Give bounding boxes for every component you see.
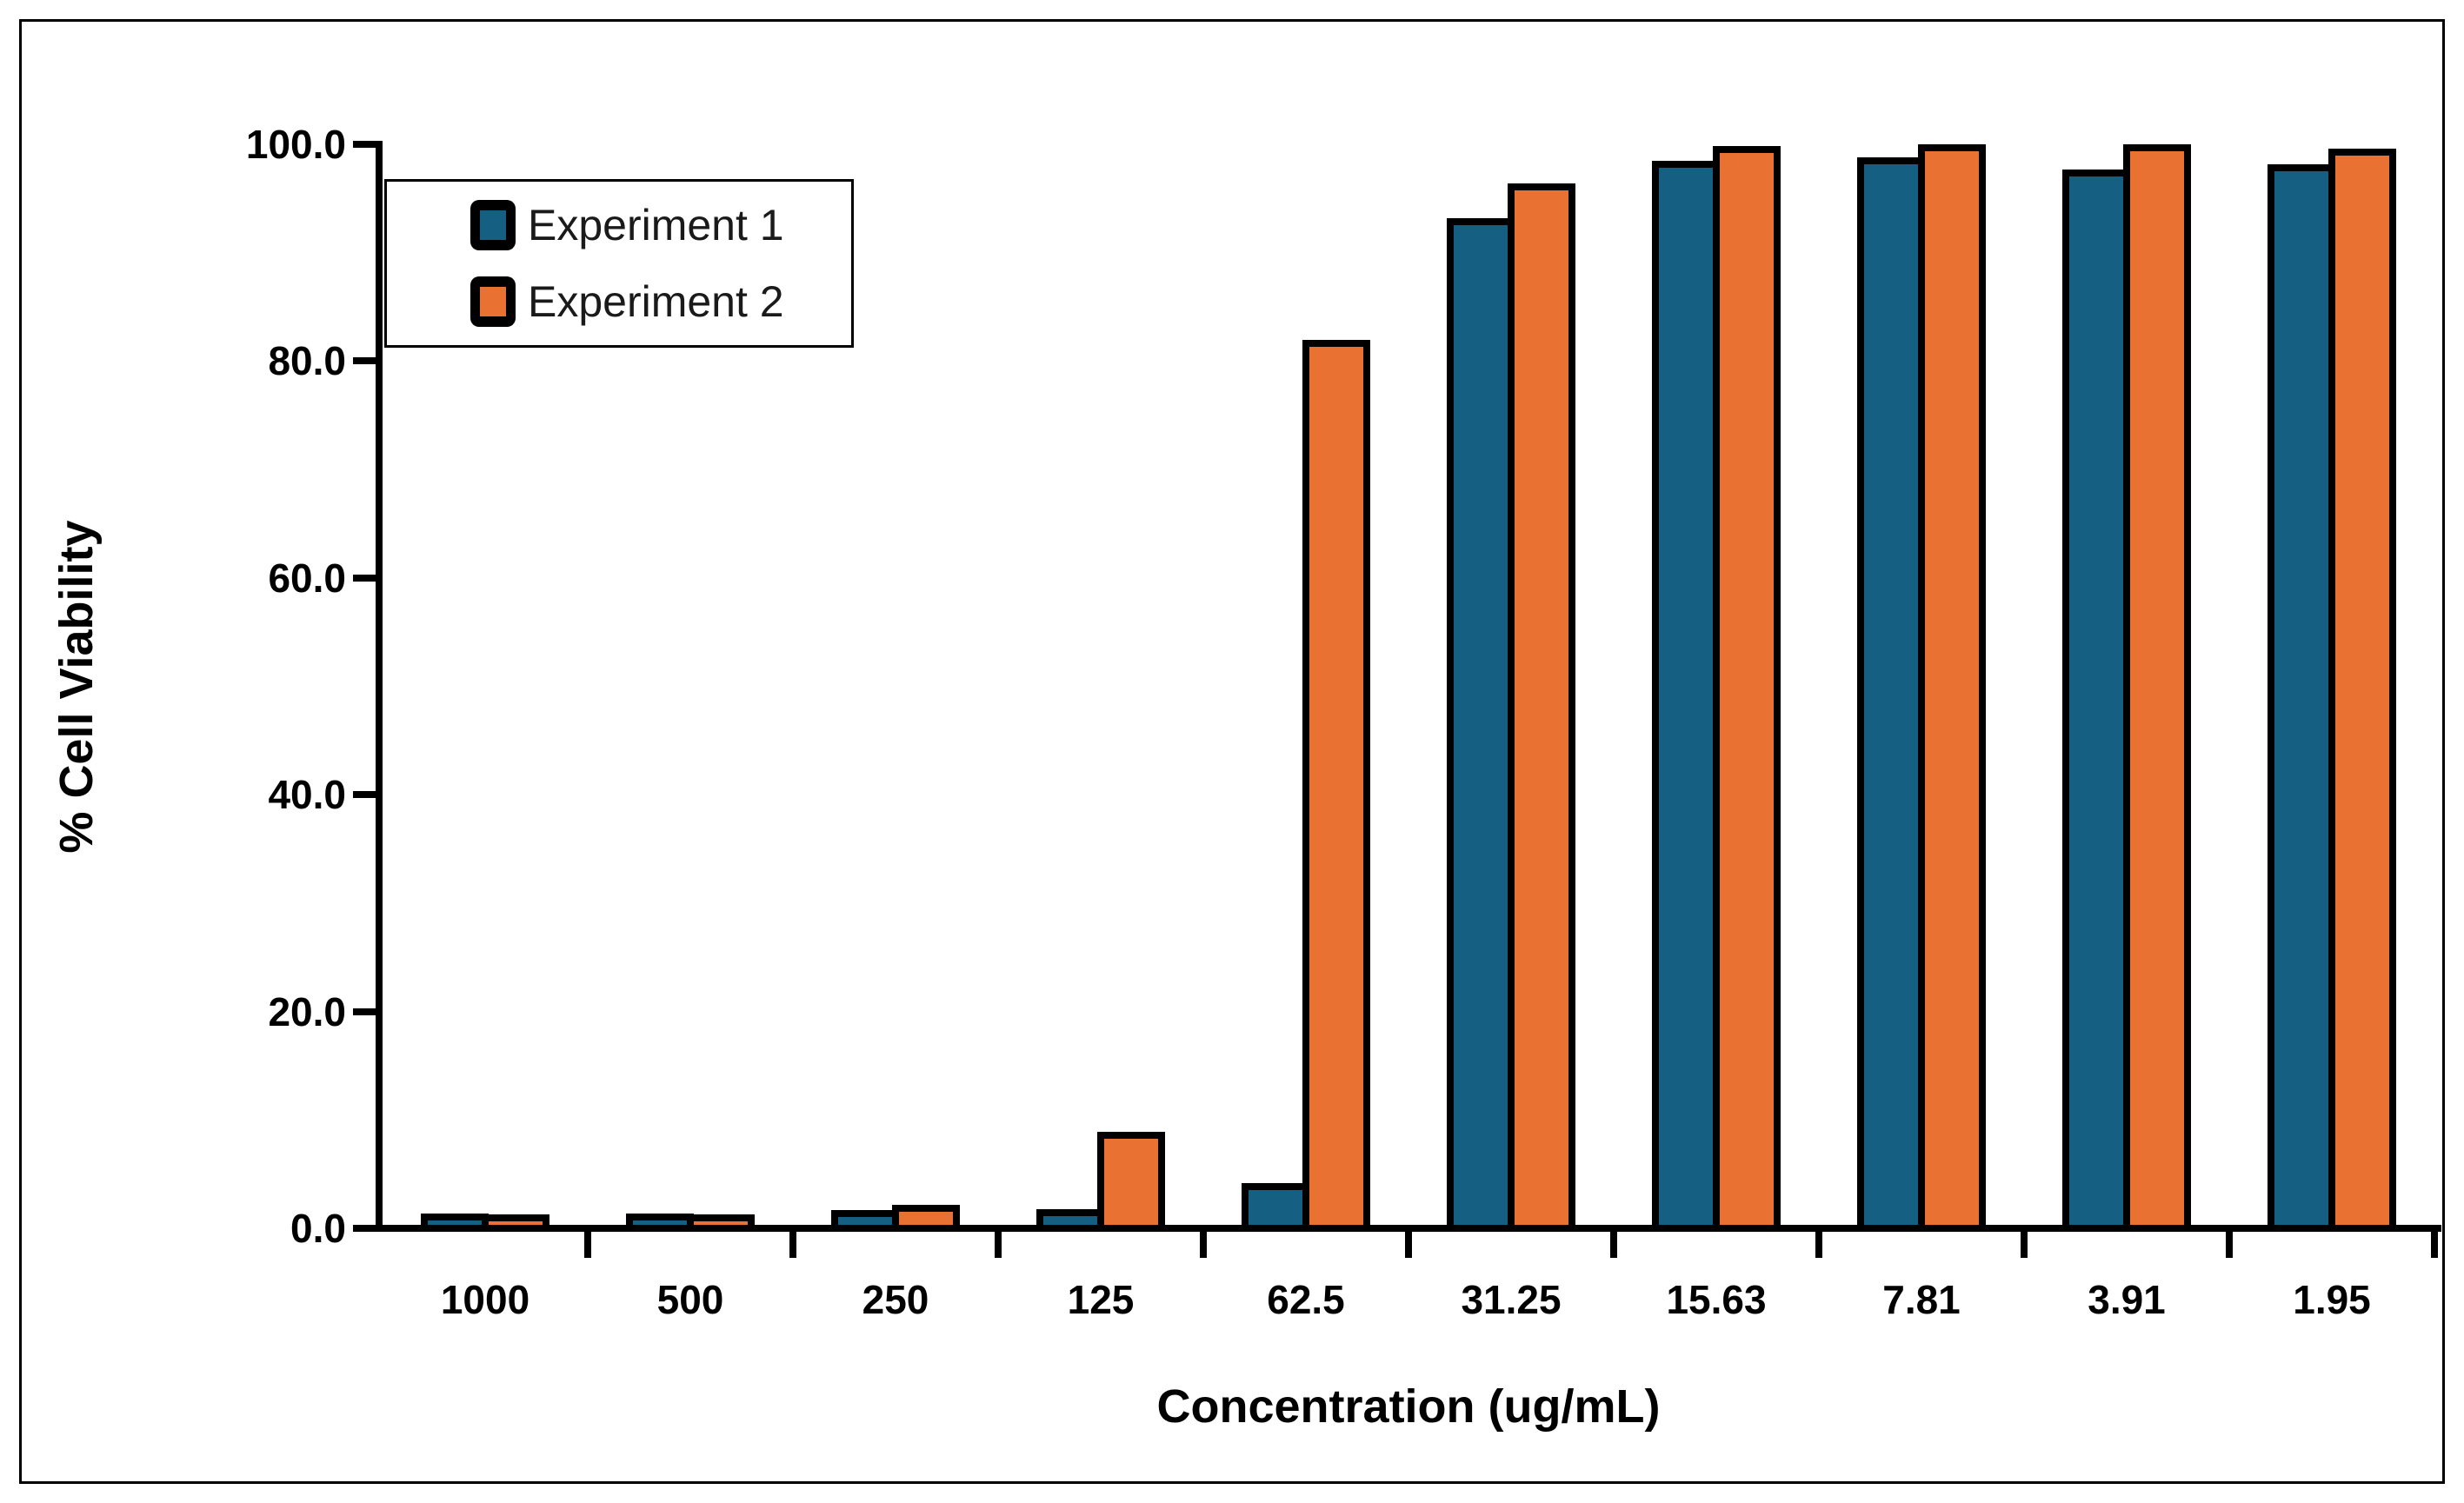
x-tick-label-15.63: 15.63 [1666, 1277, 1767, 1322]
y-tick-label-60.0: 60.0 [268, 555, 346, 601]
legend-swatch-fill-experiment-1 [480, 210, 506, 240]
bar-experiment-1-3.91 [2062, 170, 2130, 1232]
y-tick-60.0 [353, 574, 376, 582]
x-axis-line [376, 1225, 2441, 1232]
bar-experiment-1-31.25 [1447, 218, 1515, 1232]
x-tick-5 [1405, 1232, 1412, 1258]
bar-experiment-2-31.25 [1508, 183, 1575, 1232]
legend-item-experiment-1: Experiment 1 [470, 200, 851, 250]
legend-label-experiment-2: Experiment 2 [528, 277, 784, 326]
y-tick-label-0.0: 0.0 [290, 1206, 346, 1251]
x-tick-9 [2226, 1232, 2233, 1258]
x-tick-label-7.81: 7.81 [1882, 1277, 1961, 1322]
y-tick-label-100.0: 100.0 [245, 122, 346, 167]
y-tick-40.0 [353, 791, 376, 799]
x-tick-label-500: 500 [656, 1277, 724, 1322]
y-axis-title: % Cell Viability [50, 520, 103, 854]
x-tick-label-1.95: 1.95 [2293, 1277, 2371, 1322]
bar-experiment-1-250 [831, 1210, 899, 1232]
bar-experiment-2-250 [892, 1205, 960, 1232]
x-tick-4 [1200, 1232, 1207, 1258]
bar-experiment-1-500 [626, 1214, 694, 1232]
x-tick-label-62.5: 62.5 [1267, 1277, 1345, 1322]
bar-experiment-1-1.95 [2268, 164, 2335, 1232]
x-tick-label-31.25: 31.25 [1461, 1277, 1562, 1322]
bar-experiment-2-1.95 [2328, 149, 2396, 1232]
x-tick-8 [2021, 1232, 2028, 1258]
bar-experiment-2-500 [687, 1214, 755, 1232]
bar-experiment-1-7.81 [1857, 157, 1925, 1232]
legend-swatch-fill-experiment-2 [480, 287, 506, 316]
legend-swatch-experiment-2-icon [470, 276, 516, 327]
bar-experiment-1-125 [1036, 1209, 1104, 1232]
x-axis-title: Concentration (ug/mL) [1156, 1380, 1661, 1433]
y-tick-80.0 [353, 357, 376, 365]
y-tick-label-20.0: 20.0 [268, 988, 346, 1034]
y-tick-label-80.0: 80.0 [268, 338, 346, 384]
legend: Experiment 1 Experiment 2 [384, 179, 854, 348]
bar-experiment-2-62.5 [1302, 340, 1370, 1232]
legend-item-experiment-2: Experiment 2 [470, 276, 851, 327]
x-tick-label-125: 125 [1067, 1277, 1135, 1322]
bar-experiment-2-1000 [482, 1214, 549, 1232]
bar-experiment-2-125 [1097, 1132, 1165, 1232]
y-axis-line [376, 141, 383, 1232]
x-tick-3 [995, 1232, 1002, 1258]
x-tick-label-3.91: 3.91 [2088, 1277, 2166, 1322]
y-tick-label-40.0: 40.0 [268, 772, 346, 818]
x-tick-1 [584, 1232, 591, 1258]
x-tick-2 [789, 1232, 796, 1258]
bar-experiment-1-1000 [421, 1214, 489, 1232]
legend-label-experiment-1: Experiment 1 [528, 201, 784, 249]
x-tick-label-250: 250 [862, 1277, 929, 1322]
x-tick-10 [2431, 1232, 2438, 1258]
y-tick-20.0 [353, 1008, 376, 1015]
bar-experiment-1-15.63 [1652, 161, 1720, 1232]
x-tick-label-1000: 1000 [440, 1277, 530, 1322]
legend-swatch-experiment-1-icon [470, 200, 516, 250]
bar-experiment-2-7.81 [1918, 144, 1986, 1232]
bar-experiment-2-15.63 [1713, 146, 1781, 1232]
y-tick-100.0 [353, 141, 376, 148]
y-tick-0.0 [353, 1225, 376, 1232]
bar-experiment-1-62.5 [1242, 1183, 1309, 1232]
x-tick-7 [1815, 1232, 1822, 1258]
bar-experiment-2-3.91 [2123, 144, 2191, 1232]
x-tick-6 [1610, 1232, 1617, 1258]
